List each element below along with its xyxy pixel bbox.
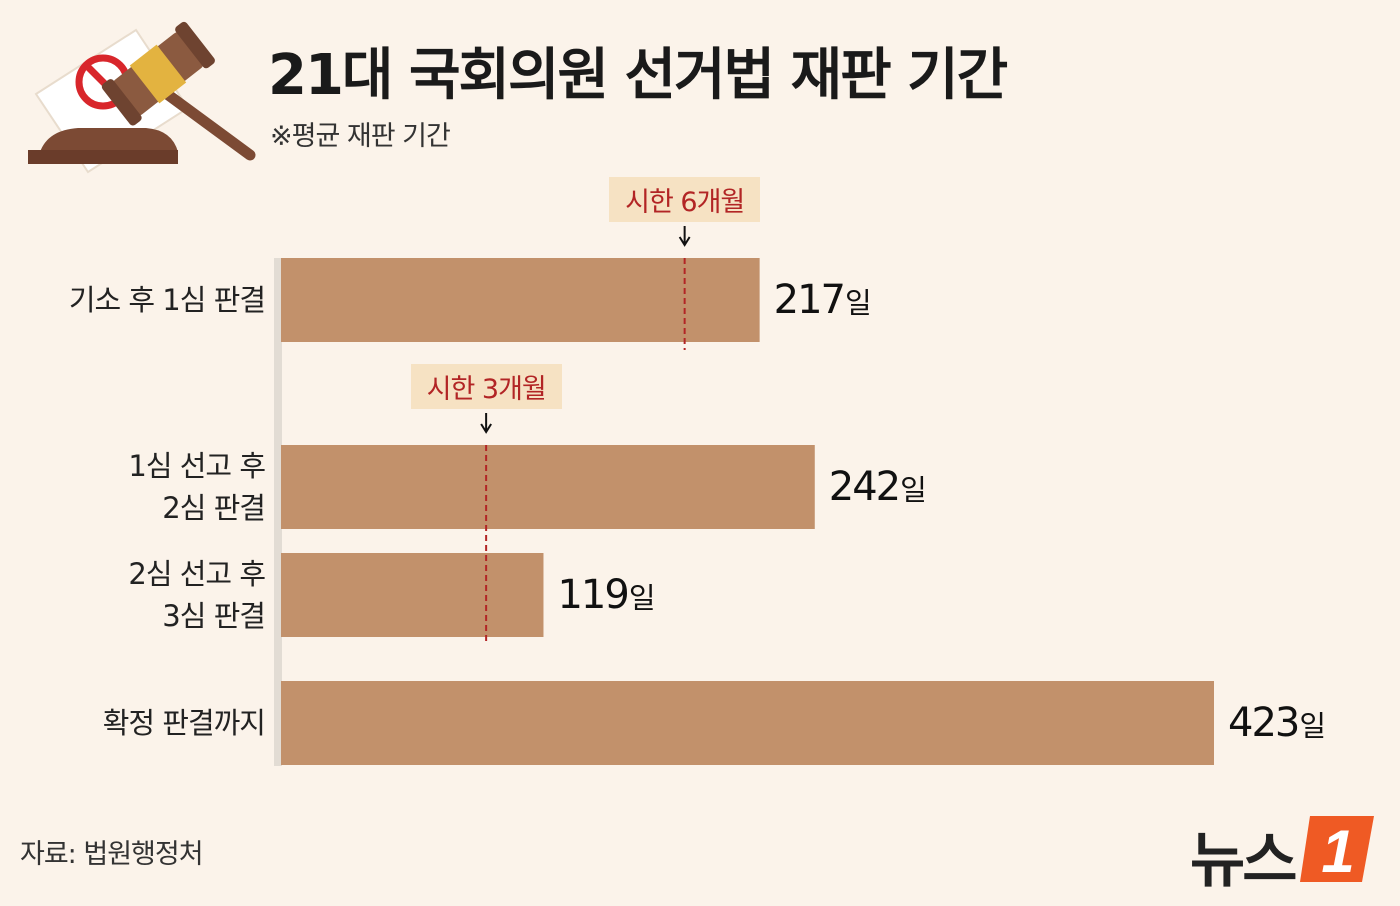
category-label-2: 2심 선고 후 3심 판결 [20, 553, 266, 637]
value-label-2: 119일 [557, 575, 655, 615]
value-label-0: 217일 [774, 280, 872, 320]
category-label-3: 확정 판결까지 [20, 702, 266, 744]
value-number: 217 [773, 277, 846, 323]
gavel-icon [28, 21, 256, 174]
chart-subtitle: ※평균 재판 기간 [270, 121, 451, 152]
bar-1 [281, 445, 815, 529]
category-label-line: 1심 선고 후 [128, 449, 266, 483]
limit-arrow-1 [480, 413, 492, 434]
value-number: 119 [557, 572, 629, 618]
bar-0 [281, 258, 760, 342]
logo-badge-text: 1 [1321, 818, 1354, 885]
bar-2 [281, 553, 544, 637]
category-label-line: 2심 판결 [162, 491, 266, 525]
value-unit: 일 [900, 473, 927, 507]
category-label-line: 기소 후 1심 판결 [68, 283, 266, 317]
value-label-1: 242일 [829, 467, 927, 507]
value-number: 423 [1228, 700, 1300, 746]
category-label-1: 1심 선고 후 2심 판결 [20, 445, 266, 529]
value-number: 242 [828, 464, 901, 510]
bar-3 [281, 681, 1214, 765]
category-label-line: 3심 판결 [162, 599, 266, 633]
value-label-3: 423일 [1228, 703, 1326, 743]
value-unit: 일 [844, 286, 872, 320]
news1-logo-badge: 1 [1300, 816, 1374, 885]
category-label-line: 2심 선고 후 [128, 557, 266, 591]
limit-arrow-0 [678, 226, 691, 247]
source-note: 자료: 법원행정처 [20, 839, 204, 870]
category-label-line: 확정 판결까지 [102, 706, 266, 740]
value-unit: 일 [628, 581, 656, 615]
category-label-0: 기소 후 1심 판결 [20, 279, 266, 321]
news1-logo-text: 뉴스 [1190, 826, 1297, 896]
limit-tag-1: 시한 3개월 [410, 364, 562, 409]
axis-shadow [274, 258, 282, 766]
limit-tag-0: 시한 6개월 [609, 177, 761, 222]
chart-title: 21대 국회의원 선거법 재판 기간 [268, 43, 1008, 108]
value-unit: 일 [1299, 709, 1327, 743]
